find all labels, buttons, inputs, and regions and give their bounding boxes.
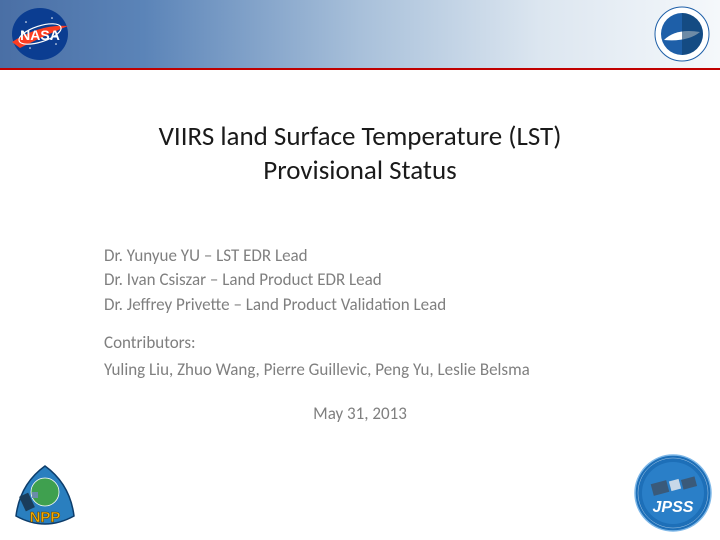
slide-title: VIIRS land Surface Temperature (LST) Pro… [0, 120, 720, 188]
noaa-logo-icon [654, 6, 710, 62]
jpss-logo-icon: JPSS [634, 454, 712, 532]
lead-line: Dr. Jeffrey Privette – Land Product Vali… [104, 293, 720, 318]
header-gradient-bar: NASA [0, 0, 720, 68]
title-line-2: Provisional Status [0, 154, 720, 188]
contributors-names: Yuling Liu, Zhuo Wang, Pierre Guillevic,… [104, 358, 720, 383]
svg-text:NPP: NPP [30, 509, 61, 526]
lead-line: Dr. Yunyue YU – LST EDR Lead [104, 244, 720, 269]
header-divider [0, 68, 720, 70]
slide-date: May 31, 2013 [0, 403, 720, 424]
nasa-logo-icon: NASA [8, 4, 72, 62]
svg-text:JPSS: JPSS [653, 499, 694, 516]
title-line-1: VIIRS land Surface Temperature (LST) [0, 120, 720, 154]
leads-list: Dr. Yunyue YU – LST EDR Lead Dr. Ivan Cs… [104, 244, 720, 318]
npp-logo-icon: NPP [8, 462, 82, 532]
slide-body: Dr. Yunyue YU – LST EDR Lead Dr. Ivan Cs… [104, 244, 720, 383]
contributors-label: Contributors: [104, 331, 720, 356]
lead-line: Dr. Ivan Csiszar – Land Product EDR Lead [104, 268, 720, 293]
svg-text:NASA: NASA [20, 27, 60, 43]
